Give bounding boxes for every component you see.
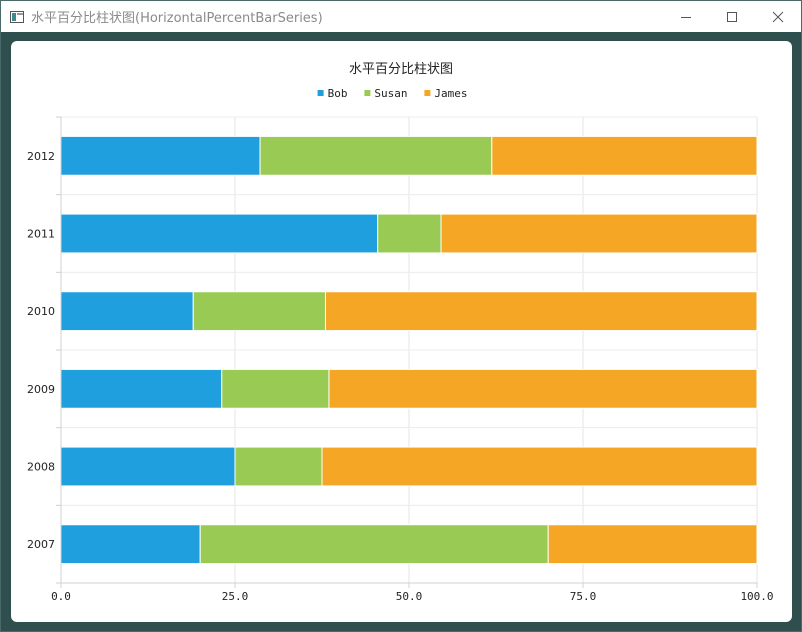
y-axis-labels: 2007 2008 2009 2010 2011 2012: [27, 150, 55, 551]
y-tick-label: 2010: [27, 305, 55, 318]
client-area: 水平百分比柱状图 Bob Susan James 2007 2008 2009 2010 2…: [1, 32, 801, 631]
bar-susan-2011[interactable]: [377, 213, 442, 254]
bar-james-2008[interactable]: [321, 446, 758, 487]
legend-label-james[interactable]: James: [434, 87, 467, 100]
app-icon: [10, 10, 24, 23]
legend-label-bob[interactable]: Bob: [328, 87, 348, 100]
y-tick-label: 2011: [27, 228, 55, 241]
bar-james-2010[interactable]: [324, 291, 758, 332]
bar-james-2012[interactable]: [491, 135, 758, 176]
x-tick-label: 50.0: [396, 590, 423, 603]
legend-swatch-susan[interactable]: [364, 90, 371, 96]
y-tick-label: 2007: [27, 538, 55, 551]
x-tick-label: 100.0: [740, 590, 773, 603]
maximize-icon: [727, 11, 737, 22]
bar-james-2009[interactable]: [328, 368, 758, 409]
axes: [56, 116, 758, 588]
legend-swatch-james[interactable]: [424, 90, 431, 96]
percent-bar-chart: 水平百分比柱状图 Bob Susan James 20072008200920102…: [27, 62, 774, 603]
y-tick-label: 2009: [27, 383, 55, 396]
bar-susan-2008[interactable]: [234, 446, 323, 487]
grid-lines: [60, 116, 758, 584]
bars: [60, 135, 758, 565]
bar-bob-2007[interactable]: [60, 524, 201, 565]
bar-bob-2009[interactable]: [60, 368, 223, 409]
bar-james-2007[interactable]: [547, 524, 758, 565]
legend-swatch-bob[interactable]: [317, 90, 324, 96]
chart-title: 水平百分比柱状图: [349, 62, 453, 77]
close-icon: [772, 11, 784, 22]
bar-bob-2012[interactable]: [60, 135, 261, 176]
window-controls: [663, 1, 801, 32]
legend-label-susan[interactable]: Susan: [374, 87, 407, 100]
bar-susan-2010[interactable]: [192, 291, 326, 332]
minimize-icon: [681, 16, 691, 18]
y-tick-label: 2008: [27, 461, 55, 474]
x-tick-label: 0.0: [51, 590, 71, 603]
x-tick-label: 75.0: [570, 590, 597, 603]
bar-bob-2010[interactable]: [60, 291, 194, 332]
window-title: 水平百分比柱状图(HorizontalPercentBarSeries): [31, 11, 323, 26]
bar-bob-2011[interactable]: [60, 213, 379, 254]
x-tick-label: 25.0: [222, 590, 249, 603]
maximize-button[interactable]: [709, 1, 755, 32]
close-button[interactable]: [755, 1, 801, 32]
title-bar[interactable]: 水平百分比柱状图(HorizontalPercentBarSeries): [1, 1, 801, 32]
bar-bob-2008[interactable]: [60, 446, 236, 487]
x-axis-labels: 0.0 25.0 50.0 75.0 100.0: [51, 590, 774, 603]
legend: Bob Susan James: [317, 87, 468, 100]
y-tick-label: 2012: [27, 150, 55, 163]
bar-susan-2009[interactable]: [221, 368, 330, 409]
minimize-button[interactable]: [663, 1, 709, 32]
chart-view: 水平百分比柱状图 Bob Susan James 2007 2008 2009 2010 2…: [11, 41, 792, 622]
bar-susan-2007[interactable]: [199, 524, 549, 565]
bar-james-2011[interactable]: [440, 213, 758, 254]
bar-susan-2012[interactable]: [259, 135, 493, 176]
